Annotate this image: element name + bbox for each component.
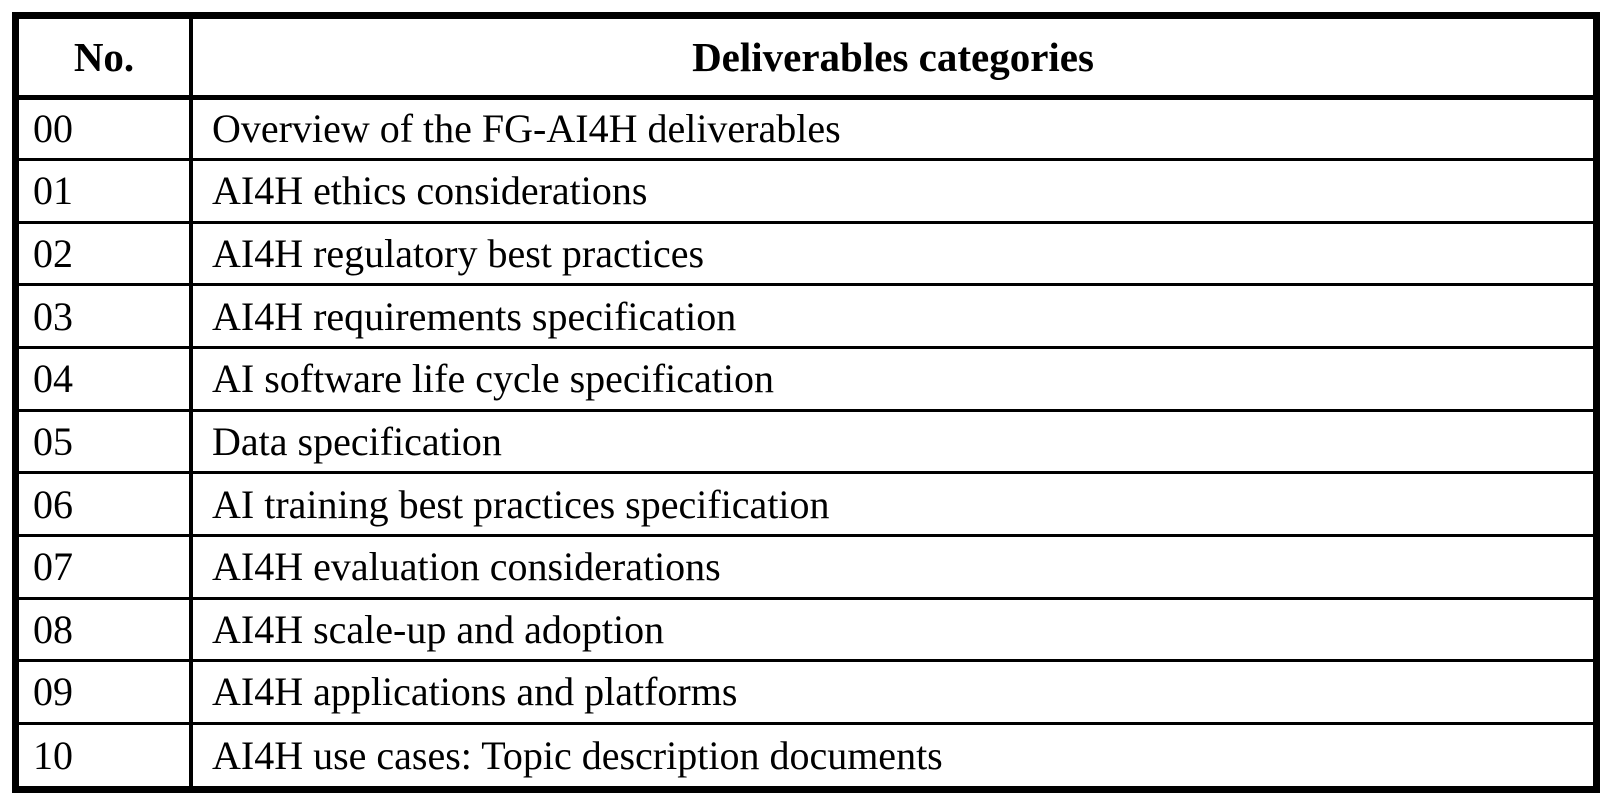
cell-category: AI4H use cases: Topic description docume… [189, 721, 1593, 786]
table-row: 04 AI software life cycle specification [19, 346, 1593, 412]
table-row: 02 AI4H regulatory best practices [19, 220, 1593, 287]
table-header-row: No. Deliverables categories [19, 19, 1593, 100]
table-row: 00 Overview of the FG-AI4H deliverables [19, 95, 1593, 162]
cell-category: AI training best practices specification [189, 471, 1593, 537]
cell-no: 06 [19, 471, 193, 537]
cell-category: AI4H applications and platforms [189, 659, 1593, 725]
cell-category: AI4H scale-up and adoption [189, 596, 1593, 663]
cell-no: 07 [19, 533, 193, 600]
column-header-no: No. [19, 19, 193, 100]
table-row: 07 AI4H evaluation considerations [19, 533, 1593, 600]
table-row: 01 AI4H ethics considerations [19, 158, 1593, 224]
deliverables-table: No. Deliverables categories 00 Overview o… [12, 12, 1600, 793]
cell-no: 10 [19, 721, 193, 786]
cell-category: AI4H ethics considerations [189, 158, 1593, 224]
cell-no: 01 [19, 158, 193, 224]
cell-no: 00 [19, 95, 193, 162]
cell-no: 08 [19, 596, 193, 663]
table-row: 06 AI training best practices specificati… [19, 471, 1593, 537]
table-row: 09 AI4H applications and platforms [19, 659, 1593, 725]
deliverables-categories-table: No. Deliverables categories 00 Overview o… [19, 19, 1593, 786]
cell-category: AI4H evaluation considerations [189, 533, 1593, 600]
cell-no: 05 [19, 408, 193, 475]
cell-category: AI4H requirements specification [189, 283, 1593, 349]
table-row: 03 AI4H requirements specification [19, 283, 1593, 349]
table-row: 10 AI4H use cases: Topic description docu… [19, 721, 1593, 786]
cell-category: Overview of the FG-AI4H deliverables [189, 95, 1593, 162]
cell-no: 09 [19, 659, 193, 725]
cell-no: 02 [19, 220, 193, 287]
column-header-deliverables-categories: Deliverables categories [189, 19, 1593, 100]
cell-category: AI4H regulatory best practices [189, 220, 1593, 287]
cell-no: 03 [19, 283, 193, 349]
cell-category: Data specification [189, 408, 1593, 475]
table-row: 05 Data specification [19, 408, 1593, 475]
cell-no: 04 [19, 346, 193, 412]
table-row: 08 AI4H scale-up and adoption [19, 596, 1593, 663]
cell-category: AI software life cycle specification [189, 346, 1593, 412]
